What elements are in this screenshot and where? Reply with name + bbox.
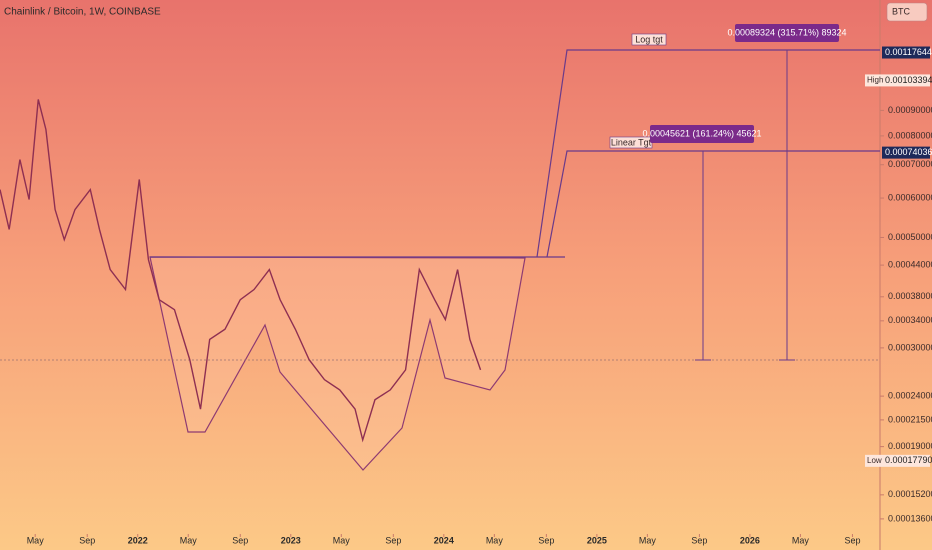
- x-tick-label: 2026: [740, 535, 760, 545]
- log-target-label: Log tgt: [635, 34, 663, 44]
- price-marker-box: [882, 74, 930, 87]
- linear-measure-label: 0.00045621 (161.24%) 45621: [642, 128, 761, 138]
- y-tick-label: 0.00090000: [888, 105, 932, 115]
- x-tick-label: Sep: [691, 535, 707, 545]
- y-tick-label: 0.00030000: [888, 342, 932, 352]
- x-tick-label: May: [639, 535, 657, 545]
- y-tick-label: 0.00050000: [888, 232, 932, 242]
- price-marker-box: [882, 454, 930, 467]
- price-marker-label: 0.00017790: [885, 455, 932, 465]
- y-tick-label: 0.00060000: [888, 192, 932, 202]
- y-tick-label: 0.00034000: [888, 315, 932, 325]
- y-tick-label: 0.00070000: [888, 159, 932, 169]
- log-measure-label: 0.00089324 (315.71%) 89324: [727, 27, 846, 37]
- y-tick-label: 0.00021500: [888, 414, 932, 424]
- x-tick-label: May: [180, 535, 198, 545]
- x-tick-label: May: [792, 535, 810, 545]
- marker-tag-box: [865, 454, 882, 467]
- marker-tag: High: [867, 76, 883, 85]
- x-tick-label: 2022: [128, 535, 148, 545]
- measure-box: [650, 125, 754, 143]
- x-tick-label: Sep: [79, 535, 95, 545]
- x-tick-label: Sep: [385, 535, 401, 545]
- price-marker-box: [882, 146, 930, 159]
- x-tick-label: Sep: [538, 535, 554, 545]
- x-tick-label: May: [333, 535, 351, 545]
- price-line: [0, 99, 482, 443]
- chart-title: Chainlink / Bitcoin, 1W, COINBASE: [4, 7, 161, 18]
- price-marker-label: 0.00074036: [885, 147, 932, 157]
- linear-target-line: [546, 150, 880, 258]
- currency-box: [886, 2, 928, 22]
- marker-tag: Low: [867, 456, 882, 465]
- linear-target-label: Linear Tgt: [611, 137, 652, 147]
- log-target-line: [536, 49, 880, 258]
- measure-box: [735, 24, 839, 42]
- price-marker-label: 0.00117644: [885, 47, 932, 57]
- price-marker-box: [882, 46, 930, 59]
- y-tick-label: 0.00024000: [888, 390, 932, 400]
- marker-tag-box: [865, 74, 882, 87]
- y-tick-label: 0.00044000: [888, 259, 932, 269]
- x-tick-label: 2023: [281, 535, 301, 545]
- y-tick-label: 0.00038000: [888, 291, 932, 301]
- price-marker-label: 0.00103394: [885, 75, 932, 85]
- y-tick-label: 0.00019000: [888, 441, 932, 451]
- x-tick-label: May: [27, 535, 45, 545]
- head-shoulders-pattern: [149, 256, 526, 471]
- label-box: [631, 33, 667, 46]
- x-tick-label: 2024: [434, 535, 454, 545]
- x-tick-label: 2025: [587, 535, 607, 545]
- x-tick-label: Sep: [844, 535, 860, 545]
- currency-label: BTC: [892, 6, 911, 16]
- x-tick-label: Sep: [232, 535, 248, 545]
- y-tick-label: 0.00015200: [888, 489, 932, 499]
- y-tick-label: 0.00013600: [888, 513, 932, 523]
- x-tick-label: May: [486, 535, 504, 545]
- y-tick-label: 0.00080000: [888, 130, 932, 140]
